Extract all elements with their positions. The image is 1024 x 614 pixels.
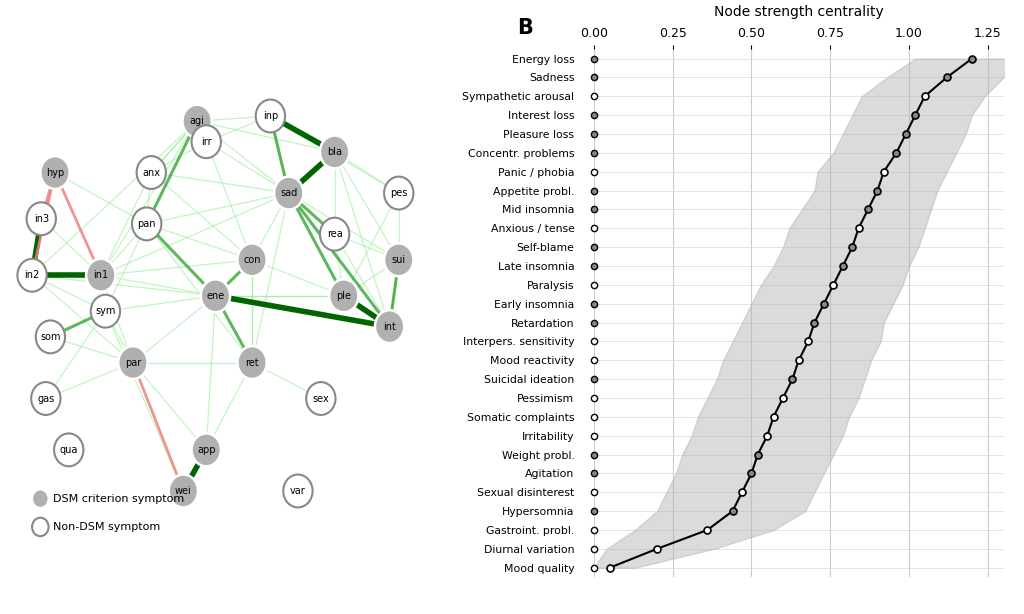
Text: in2: in2 [25, 270, 40, 280]
Circle shape [191, 125, 221, 158]
Text: rea: rea [327, 229, 342, 239]
Text: anx: anx [142, 168, 161, 177]
Circle shape [54, 433, 83, 466]
Text: bla: bla [327, 147, 342, 157]
Text: Non-DSM symptom: Non-DSM symptom [53, 522, 161, 532]
Text: int: int [383, 322, 396, 332]
Circle shape [238, 243, 267, 276]
Text: agi: agi [189, 116, 205, 126]
Text: B: B [517, 18, 534, 39]
Text: sex: sex [312, 394, 330, 403]
Circle shape [86, 259, 116, 292]
Text: app: app [197, 445, 215, 455]
Text: hyp: hyp [46, 168, 65, 177]
Circle shape [384, 243, 414, 276]
Circle shape [306, 382, 336, 415]
Text: sad: sad [281, 188, 297, 198]
Text: in3: in3 [34, 214, 49, 223]
Circle shape [118, 346, 147, 379]
Circle shape [274, 177, 303, 209]
Circle shape [319, 136, 349, 168]
Text: gas: gas [37, 394, 54, 403]
Text: DSM criterion symptom: DSM criterion symptom [53, 494, 184, 503]
Circle shape [91, 295, 120, 328]
Circle shape [182, 105, 212, 138]
Circle shape [36, 321, 66, 353]
Text: qua: qua [59, 445, 78, 455]
Text: ret: ret [246, 357, 259, 368]
Circle shape [17, 259, 47, 292]
Text: wei: wei [175, 486, 191, 496]
Text: sym: sym [95, 306, 116, 316]
Circle shape [191, 433, 221, 466]
Circle shape [31, 382, 60, 415]
Circle shape [132, 208, 162, 240]
Circle shape [32, 489, 48, 508]
Circle shape [319, 218, 349, 251]
Text: irr: irr [201, 137, 212, 147]
Circle shape [384, 177, 414, 209]
Circle shape [329, 279, 358, 313]
Text: par: par [125, 357, 141, 368]
Text: ple: ple [336, 291, 351, 301]
Circle shape [27, 202, 56, 235]
Circle shape [201, 279, 230, 313]
Text: var: var [290, 486, 306, 496]
X-axis label: Node strength centrality: Node strength centrality [714, 5, 884, 19]
Text: con: con [244, 255, 261, 265]
Circle shape [256, 99, 285, 133]
Text: pes: pes [390, 188, 408, 198]
Text: ene: ene [206, 291, 224, 301]
Circle shape [375, 310, 404, 343]
Circle shape [136, 156, 166, 189]
Circle shape [284, 475, 312, 507]
Circle shape [238, 346, 267, 379]
Text: inp: inp [263, 111, 279, 121]
Circle shape [32, 518, 48, 536]
Text: sui: sui [392, 255, 406, 265]
Circle shape [169, 475, 198, 507]
Circle shape [40, 156, 70, 189]
Text: in1: in1 [93, 270, 109, 280]
Text: som: som [40, 332, 60, 342]
Text: pan: pan [137, 219, 156, 229]
